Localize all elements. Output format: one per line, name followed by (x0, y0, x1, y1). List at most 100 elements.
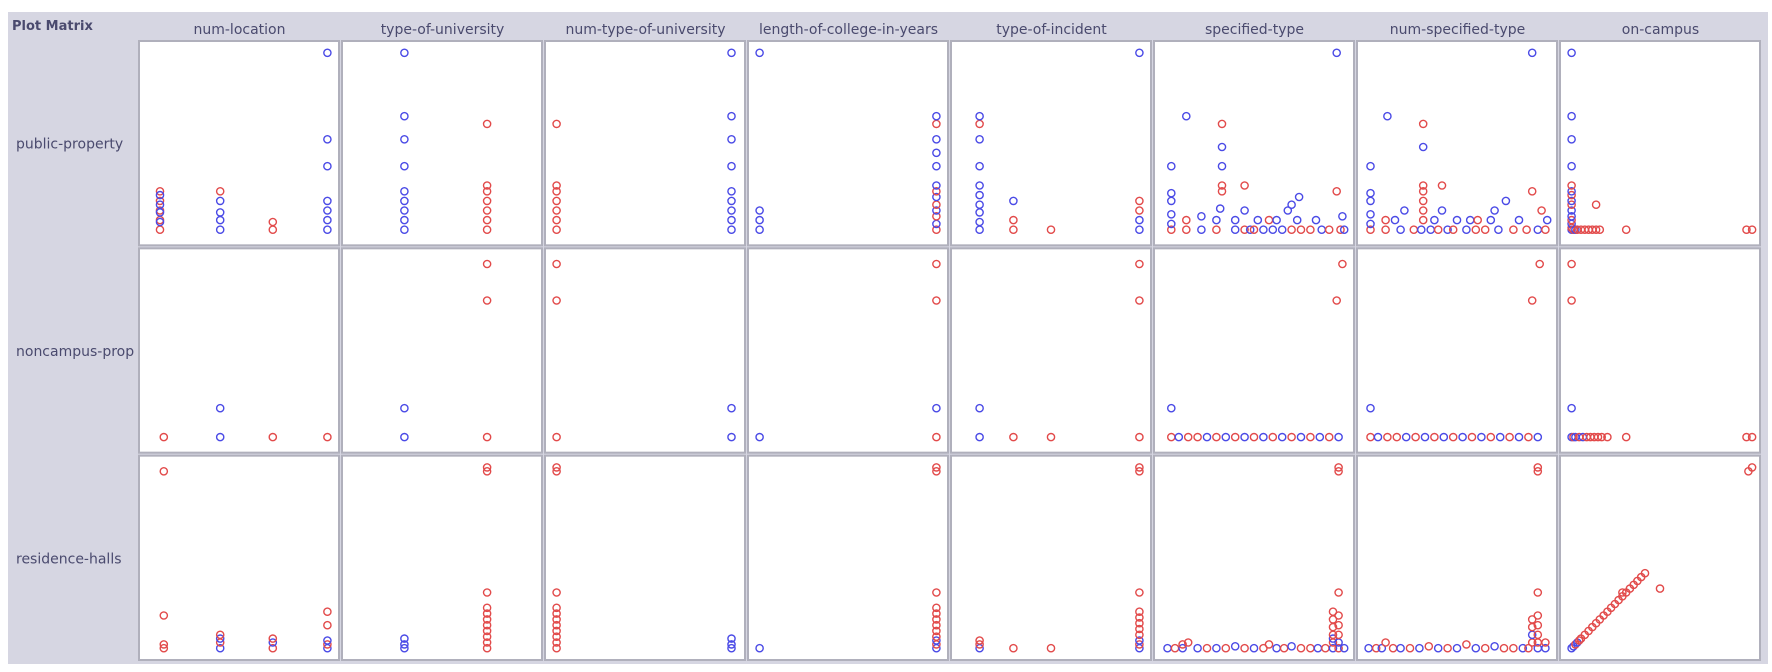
data-point (1259, 432, 1268, 442)
data-point (1533, 630, 1543, 640)
data-point (215, 432, 225, 442)
data-point (1311, 215, 1321, 225)
row-label-residence-halls: residence-halls (16, 551, 122, 567)
data-point (1527, 296, 1537, 305)
data-point (552, 225, 561, 234)
data-point (1524, 432, 1533, 442)
data-point (1471, 225, 1481, 234)
data-point (755, 48, 764, 58)
cell-public-property-vs-num-location (138, 40, 340, 247)
data-point (552, 215, 561, 225)
data-point (932, 620, 941, 630)
data-point (1437, 181, 1447, 190)
data-point (975, 403, 984, 413)
data-point (482, 186, 492, 196)
data-point (1486, 215, 1496, 225)
data-point (1430, 215, 1439, 225)
data-point (1268, 432, 1278, 442)
data-point (727, 186, 736, 196)
data-point (932, 432, 941, 442)
data-point (932, 161, 941, 171)
data-point (1418, 119, 1428, 129)
data-point (1415, 643, 1424, 653)
cell-background (747, 40, 949, 247)
data-point (482, 620, 492, 630)
data-point (482, 632, 492, 642)
data-point (727, 634, 736, 643)
data-point (727, 48, 736, 58)
data-point (482, 603, 492, 613)
data-point (1292, 215, 1302, 225)
data-point (1655, 584, 1665, 593)
data-point (932, 134, 941, 144)
data-point (552, 296, 561, 305)
data-point (1336, 225, 1345, 234)
data-point (159, 466, 169, 476)
cell-background (1559, 40, 1761, 247)
data-point (1417, 225, 1426, 234)
data-point (552, 620, 561, 630)
data-point (932, 463, 941, 472)
data-point (1480, 643, 1490, 653)
data-point (1392, 432, 1402, 442)
data-point (1217, 161, 1227, 171)
data-point (932, 225, 941, 234)
data-point (1509, 643, 1518, 653)
column-labels: num-location type-of-university num-type-o… (194, 22, 1700, 38)
data-point (1287, 432, 1296, 442)
data-point (1366, 209, 1375, 219)
data-point (1381, 638, 1390, 647)
data-point (400, 196, 409, 206)
data-point (155, 200, 165, 209)
row-label-public-property: public-property (16, 137, 123, 153)
data-point (1567, 48, 1576, 58)
data-point (1593, 432, 1603, 442)
column-label-num-location: num-location (194, 22, 286, 38)
data-point (1338, 211, 1347, 221)
data-point (727, 215, 736, 225)
data-point (1452, 215, 1462, 225)
data-point (1424, 642, 1434, 651)
data-point (1371, 643, 1381, 653)
data-point (975, 636, 984, 645)
data-point (1567, 196, 1576, 206)
cell-public-property-vs-on-campus (1559, 40, 1761, 247)
data-point (1535, 259, 1544, 269)
data-point (215, 186, 225, 196)
data-point (1009, 643, 1018, 653)
data-point (1167, 209, 1176, 219)
data-point (323, 432, 332, 442)
data-point (1381, 225, 1390, 234)
cell-background (341, 247, 543, 454)
data-point (1135, 296, 1144, 305)
data-point (1747, 432, 1757, 442)
data-point (1135, 463, 1144, 472)
data-point (1401, 432, 1411, 442)
cell-background (747, 454, 949, 661)
data-point (1279, 643, 1289, 653)
data-point (159, 643, 169, 653)
data-point (1533, 588, 1543, 597)
data-point (1135, 613, 1144, 622)
data-point (932, 603, 941, 613)
data-point (1567, 186, 1576, 196)
data-point (1167, 161, 1176, 171)
data-point (727, 225, 736, 234)
data-point (975, 432, 984, 442)
cell-background (747, 247, 949, 454)
cell-noncampus-prop-vs-on-campus (1559, 247, 1761, 454)
data-point (1230, 215, 1240, 225)
data-point (1541, 638, 1550, 647)
data-point (1264, 640, 1274, 649)
data-point (1287, 225, 1296, 234)
data-point (1245, 225, 1255, 234)
data-point (975, 217, 984, 227)
data-point (1334, 463, 1343, 472)
data-point (1533, 620, 1543, 630)
data-point (727, 134, 736, 144)
data-point (215, 634, 225, 643)
data-point (1230, 432, 1240, 442)
data-point (400, 215, 409, 225)
data-point (1567, 181, 1576, 190)
cell-public-property-vs-type-of-incident (950, 40, 1152, 247)
